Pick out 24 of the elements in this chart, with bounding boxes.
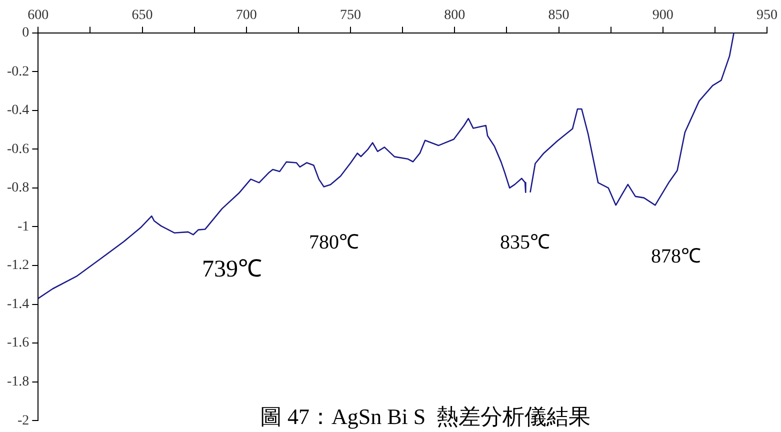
- y-tick-label: -0.4: [6, 103, 30, 118]
- text: 圖 47：AgSn Bi S 熱差分析儀結果: [260, 404, 591, 430]
- y-tick-label: 0: [22, 25, 30, 40]
- annotation: 739℃: [202, 256, 262, 282]
- y-tick-label: -2: [17, 413, 30, 428]
- x-tick-label: 600: [28, 8, 49, 24]
- x-tick-label: 700: [236, 8, 257, 24]
- x-tick-label: 750: [340, 8, 362, 24]
- y-tick-label: -0.2: [6, 64, 30, 80]
- y-tick-label: -1: [17, 219, 30, 234]
- y-tick-label: -0.6: [6, 142, 30, 157]
- annotation: 878℃: [651, 245, 701, 268]
- y-tick-label: -1.8: [6, 374, 30, 390]
- x-tick-label: 900: [652, 8, 674, 24]
- x-tick-label: 850: [548, 8, 570, 24]
- y-tick-label: -0.8: [6, 180, 30, 196]
- y-tick-label: -1.2: [6, 258, 30, 274]
- x-tick-label: 650: [132, 8, 153, 24]
- y-tick-label: -1.6: [6, 336, 30, 351]
- x-tick-label: 800: [444, 8, 466, 24]
- annotation: 835℃: [500, 231, 550, 254]
- x-tick-label: 950: [756, 8, 778, 24]
- y-tick-label: -1.4: [6, 296, 30, 312]
- annotation: 780℃: [309, 231, 359, 254]
